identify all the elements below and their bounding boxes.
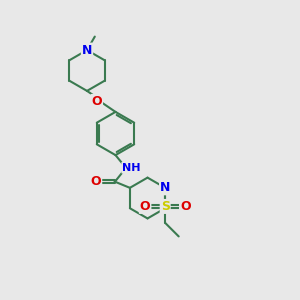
Text: O: O — [91, 175, 101, 188]
Text: NH: NH — [122, 163, 141, 173]
Text: N: N — [160, 181, 170, 194]
Text: O: O — [180, 200, 190, 213]
Text: S: S — [161, 200, 170, 213]
Text: N: N — [82, 44, 92, 57]
Text: O: O — [140, 200, 150, 213]
Text: O: O — [92, 95, 102, 108]
